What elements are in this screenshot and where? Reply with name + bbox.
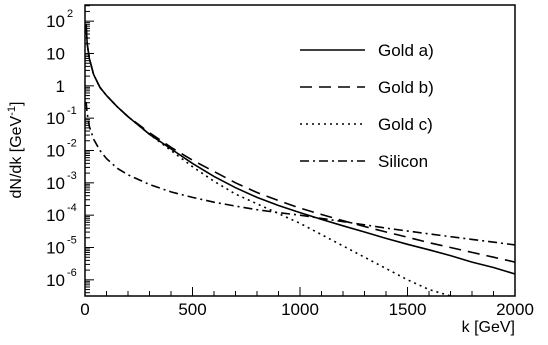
- legend-label: Gold b): [378, 78, 434, 97]
- y-tick-label: 10: [46, 174, 65, 193]
- legend-label: Silicon: [378, 152, 428, 171]
- series-line-3: [85, 24, 451, 297]
- y-tick-exponent: -6: [67, 267, 77, 279]
- y-tick-label: 10: [46, 206, 65, 225]
- y-tick-exponent: -2: [67, 138, 77, 150]
- legend-label: Gold c): [378, 115, 433, 134]
- plot-frame: [84, 4, 516, 297]
- y-tick-label: 1: [56, 77, 65, 96]
- y-tick-label: 10: [46, 142, 65, 161]
- y-axis-title: dN/dk [GeV-1]: [6, 102, 25, 199]
- y-tick-label: 10: [46, 109, 65, 128]
- axis-ticks: [84, 5, 516, 296]
- y-tick-exponent: -3: [67, 170, 77, 182]
- y-tick-label: 10: [46, 239, 65, 258]
- x-tick-label: 0: [80, 300, 89, 319]
- y-tick-exponent: -4: [67, 202, 77, 214]
- series-line-2: [85, 24, 516, 263]
- x-axis-title: k [GeV]: [462, 319, 515, 336]
- y-axis-title-exponent: -1: [6, 106, 18, 116]
- x-tick-label: 1500: [389, 300, 427, 319]
- y-axis-title-close: ]: [8, 102, 25, 106]
- x-tick-label: 2000: [496, 300, 534, 319]
- legend-label: Gold a): [378, 41, 434, 60]
- y-tick-exponent: -5: [67, 235, 77, 247]
- y-tick-exponent: -1: [67, 105, 77, 117]
- y-tick-label: 10: [46, 12, 65, 31]
- series-line-4: [85, 101, 516, 246]
- y-axis-title-main: dN/dk [GeV: [8, 115, 25, 198]
- y-tick-exponent: 2: [67, 8, 73, 20]
- legend: Gold a) Gold b) Gold c) Silicon: [300, 41, 434, 171]
- y-tick-label: 10: [46, 45, 65, 64]
- x-tick-label: 1000: [281, 300, 319, 319]
- x-tick-label: 500: [178, 300, 206, 319]
- y-tick-label: 10: [46, 271, 65, 290]
- series-curves: [85, 24, 516, 297]
